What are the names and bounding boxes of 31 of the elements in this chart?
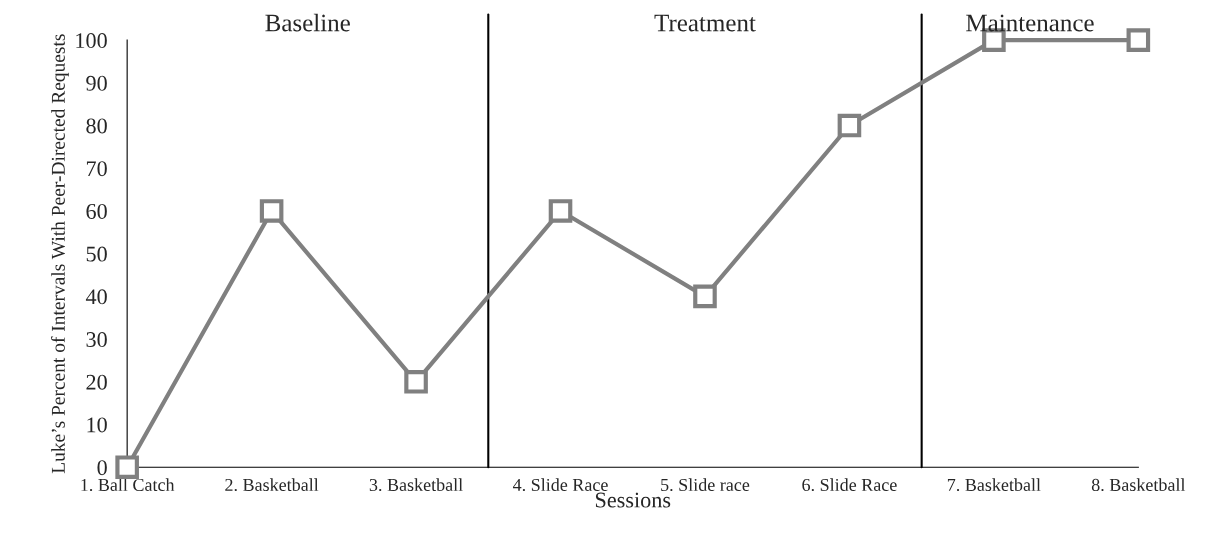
point [548, 199, 573, 223]
y-tick-label: 40 [85, 289, 107, 305]
x-tick-label: 8. Basketball [1091, 478, 1186, 492]
y-tick-label: 100 [76, 33, 107, 49]
x-tick-label: 3. Basketball [369, 478, 463, 492]
y-tick-label: 20 [86, 374, 107, 390]
y-tick-label: 10 [87, 417, 107, 433]
y-axis-title: Luke’s Percent of Intervals With Peer-Directed Requests [50, 34, 69, 474]
text: Baseline [265, 13, 350, 32]
x-tick-label: 4. Slide Race [512, 478, 608, 492]
y-tick-label: 60 [86, 203, 107, 219]
y-tick-label: 80 [86, 118, 107, 134]
point [693, 284, 717, 309]
point [837, 113, 862, 138]
x-tick-label: 7. Basketball [947, 478, 1041, 492]
y-tick-label: 0 [97, 460, 107, 476]
y-tick-label: 90 [86, 75, 107, 91]
x-tick-label: 5. Slide race [661, 478, 750, 492]
x-tick-label: 2. Basketball [225, 478, 319, 492]
x-tick-label: 6. Slide Race [802, 478, 897, 492]
text: Maintenance [966, 14, 1094, 32]
y-tick-label: 30 [86, 332, 107, 347]
point [1126, 28, 1151, 52]
y-tick-label: 70 [86, 161, 107, 177]
point [115, 455, 139, 480]
point [259, 199, 284, 223]
x-axis-title: Sessions [595, 492, 671, 508]
y-tick-label: 50 [86, 246, 107, 262]
point [404, 369, 428, 394]
x-tick-label: 1. Ball Catch [81, 478, 175, 492]
text: Treatment [654, 14, 756, 32]
